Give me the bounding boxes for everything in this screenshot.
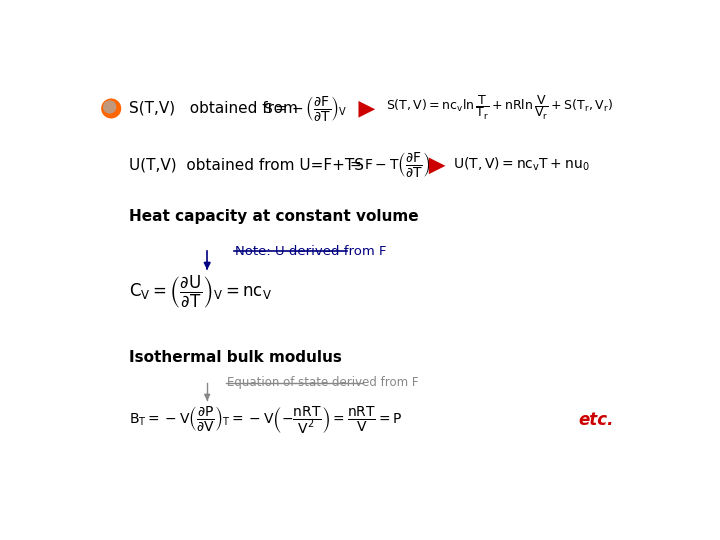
Text: $\mathdefault{=F-T\left(\dfrac{\partial F}{\partial T}\right)_{V}}$: $\mathdefault{=F-T\left(\dfrac{\partial … xyxy=(347,150,439,179)
Ellipse shape xyxy=(101,98,121,118)
Text: S(T,V)   obtained from: S(T,V) obtained from xyxy=(129,101,298,116)
Text: etc.: etc. xyxy=(578,411,613,429)
Text: $\mathdefault{C_{V}=\left(\dfrac{\partial U}{\partial T}\right)_{V}=nc_{V}}$: $\mathdefault{C_{V}=\left(\dfrac{\partia… xyxy=(129,273,272,310)
Text: $\mathdefault{B_{T}=-V\left(\dfrac{\partial P}{\partial V}\right)_{T}=-V\left(-\: $\mathdefault{B_{T}=-V\left(\dfrac{\part… xyxy=(129,404,402,436)
Text: Note: U derived from F: Note: U derived from F xyxy=(235,245,387,258)
Text: U(T,V)  obtained from U=F+TS: U(T,V) obtained from U=F+TS xyxy=(129,157,364,172)
Text: Equation of state derived from F: Equation of state derived from F xyxy=(227,376,418,389)
Text: $\mathdefault{U(T,V)=nc_{v}T+nu_{0}}$: $\mathdefault{U(T,V)=nc_{v}T+nu_{0}}$ xyxy=(453,156,589,173)
Text: $\mathdefault{S(T,V)=nc_{v}\ln\dfrac{T}{T_{r}}+nR\ln\dfrac{V}{V_{r}}+S(T_{r},V_{: $\mathdefault{S(T,V)=nc_{v}\ln\dfrac{T}{… xyxy=(386,94,613,123)
Text: $\mathdefault{S=-\left(\dfrac{\partial F}{\partial T}\right)_{V}}$: $\mathdefault{S=-\left(\dfrac{\partial F… xyxy=(263,94,348,123)
Text: Isothermal bulk modulus: Isothermal bulk modulus xyxy=(129,350,342,366)
Ellipse shape xyxy=(103,100,117,113)
Text: Heat capacity at constant volume: Heat capacity at constant volume xyxy=(129,209,419,224)
